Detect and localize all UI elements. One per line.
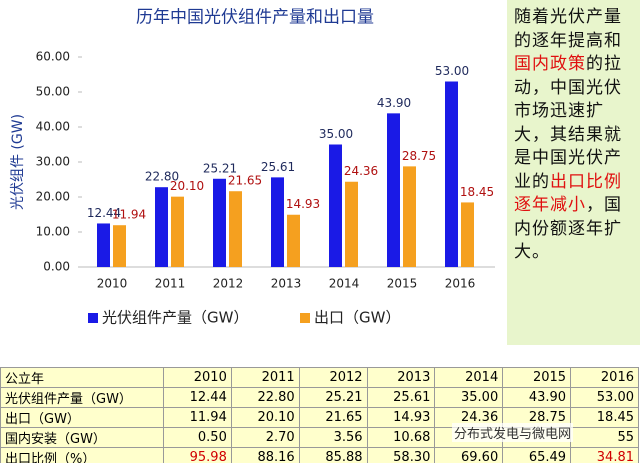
legend-swatch bbox=[300, 313, 310, 323]
table-cell: 85.88 bbox=[298, 447, 368, 463]
bar bbox=[97, 223, 110, 267]
table-cell: 出口比例（%） bbox=[0, 447, 164, 463]
value-label: 28.75 bbox=[402, 149, 436, 163]
x-tick-label: 2016 bbox=[445, 277, 476, 291]
table-cell: 0.50 bbox=[163, 427, 232, 448]
table-cell: 2016 bbox=[570, 367, 639, 388]
table-cell: 55 bbox=[570, 427, 639, 448]
bar bbox=[271, 177, 284, 267]
table-cell: 出口（GW） bbox=[0, 407, 164, 428]
bar bbox=[229, 191, 242, 267]
y-tick-label: 40.00 bbox=[36, 120, 70, 134]
table-cell: 10.68 bbox=[366, 427, 436, 448]
table-cell: 11.94 bbox=[163, 407, 232, 428]
value-label: 53.00 bbox=[435, 64, 469, 78]
table-cell: 35.00 bbox=[434, 387, 504, 408]
x-tick-label: 2013 bbox=[271, 277, 302, 291]
note-text: ，国内份额逐年扩大。 bbox=[514, 195, 622, 262]
y-tick-label: 20.00 bbox=[36, 190, 70, 204]
table-cell: 69.60 bbox=[434, 447, 504, 463]
x-tick-label: 2012 bbox=[213, 277, 244, 291]
y-tick-label: 50.00 bbox=[36, 85, 70, 99]
value-label: 20.10 bbox=[170, 179, 204, 193]
legend-label: 出口（GW） bbox=[314, 309, 400, 327]
value-label: 25.21 bbox=[203, 161, 237, 175]
table-cell: 88.16 bbox=[230, 447, 300, 463]
table-cell: 14.93 bbox=[366, 407, 436, 428]
table-cell: 3.56 bbox=[298, 427, 368, 448]
table-cell: 2014 bbox=[434, 367, 504, 388]
table-cell: 国内安装（GW） bbox=[0, 427, 164, 448]
x-tick-label: 2014 bbox=[329, 277, 360, 291]
bar bbox=[345, 181, 358, 267]
value-label: 12.44 bbox=[87, 206, 121, 220]
table-cell: 25.61 bbox=[366, 387, 436, 408]
table-row: 光伏组件产量（GW） 12.44 22.80 25.21 25.61 35.00 43.90… bbox=[0, 387, 639, 408]
side-note: 随着光伏产量的逐年提高和国内政策的拉动，中国光伏市场迅速扩大，其结果就是中国光伏… bbox=[507, 0, 640, 345]
value-label: 24.36 bbox=[344, 164, 378, 178]
value-label: 18.45 bbox=[460, 185, 494, 199]
y-axis-label: 光伏组件 (GW) bbox=[10, 114, 26, 210]
table-cell: 58.30 bbox=[366, 447, 436, 463]
table-cell: 65.49 bbox=[502, 447, 572, 463]
table-cell: 12.44 bbox=[163, 387, 232, 408]
value-label: 35.00 bbox=[319, 127, 353, 141]
table-cell: 2.70 bbox=[230, 427, 300, 448]
chart: 历年中国光伏组件产量和出口量 光伏组件 (GW) 0.00 10.00 20.00 3… bbox=[10, 8, 495, 327]
bar bbox=[113, 225, 126, 267]
table-cell: 25.21 bbox=[298, 387, 368, 408]
bar bbox=[403, 166, 416, 267]
x-tick-label: 2011 bbox=[155, 277, 186, 291]
table-cell: 2013 bbox=[366, 367, 436, 388]
value-label: 25.61 bbox=[261, 160, 295, 174]
legend-swatch bbox=[88, 313, 98, 323]
table-cell: 公立年 bbox=[0, 367, 164, 388]
table-cell: 43.90 bbox=[502, 387, 572, 408]
value-label: 43.90 bbox=[377, 96, 411, 110]
note-text: 随着光伏产量的逐年提高和 bbox=[514, 7, 622, 51]
table-cell: 20.10 bbox=[230, 407, 300, 428]
note-text: 国内政策 bbox=[514, 54, 586, 74]
table-cell: 53.00 bbox=[570, 387, 639, 408]
bar bbox=[387, 113, 400, 267]
y-tick-label: 30.00 bbox=[36, 155, 70, 169]
legend-label: 光伏组件产量（GW） bbox=[102, 309, 248, 327]
chart-title: 历年中国光伏组件产量和出口量 bbox=[136, 8, 374, 28]
y-tick-label: 60.00 bbox=[36, 50, 70, 64]
value-label: 14.93 bbox=[286, 197, 320, 211]
table-cell: 2010 bbox=[163, 367, 232, 388]
bar bbox=[329, 144, 342, 267]
table-row: 公立年 2010 2011 2012 2013 2014 2015 2016 bbox=[0, 367, 639, 388]
table-cell: 光伏组件产量（GW） bbox=[0, 387, 164, 408]
table-cell: 2011 bbox=[230, 367, 300, 388]
bar bbox=[461, 202, 474, 267]
bar bbox=[445, 81, 458, 267]
table-cell: 2012 bbox=[298, 367, 368, 388]
bar bbox=[155, 187, 168, 267]
value-label: 21.65 bbox=[228, 174, 262, 188]
x-tick-label: 2015 bbox=[387, 277, 418, 291]
watermark: 分布式发电与微电网 bbox=[452, 423, 574, 442]
table-cell: 34.81 bbox=[570, 447, 639, 463]
y-tick-label: 10.00 bbox=[36, 225, 70, 239]
table-cell: 21.65 bbox=[298, 407, 368, 428]
data-table: 公立年 2010 2011 2012 2013 2014 2015 2016 光伏组件产量（GW… bbox=[0, 367, 639, 463]
value-label: 22.80 bbox=[145, 170, 179, 184]
bar bbox=[287, 214, 300, 267]
bar bbox=[171, 196, 184, 267]
table-cell: 18.45 bbox=[570, 407, 639, 428]
table-cell: 22.80 bbox=[230, 387, 300, 408]
table-row: 出口比例（%） 95.98 88.16 85.88 58.30 69.60 65.49 34.… bbox=[0, 447, 639, 463]
value-label: 11.94 bbox=[112, 208, 146, 222]
table-cell: 2015 bbox=[502, 367, 572, 388]
note-text: 的拉动，中国光伏市场迅速扩大，其结果就是中国光伏产业的 bbox=[514, 54, 622, 192]
table-cell: 95.98 bbox=[163, 447, 232, 463]
bar bbox=[213, 178, 226, 267]
y-tick-label: 0.00 bbox=[43, 260, 70, 274]
x-tick-label: 2010 bbox=[97, 277, 128, 291]
note-text: 出口比例逐年减小 bbox=[514, 171, 622, 216]
